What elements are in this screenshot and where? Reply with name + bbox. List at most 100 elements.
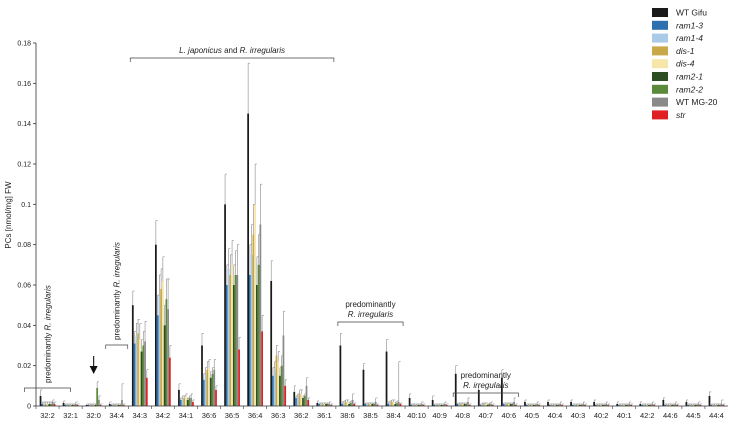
bar — [420, 403, 423, 406]
legend-label: str — [676, 110, 687, 120]
bar — [667, 404, 670, 406]
annotation-vertical: predominantly R. irregularis — [113, 242, 122, 340]
bar — [465, 403, 468, 406]
bar — [305, 385, 308, 406]
bar — [201, 345, 203, 406]
y-tick-label: 0.02 — [17, 363, 31, 370]
bar — [186, 399, 189, 406]
bar — [371, 403, 374, 406]
bar — [672, 404, 675, 406]
x-tick-label: 34:1 — [179, 411, 194, 420]
bar — [578, 404, 581, 406]
bar — [509, 403, 512, 406]
x-axis: 32:2 32:1 32:0 34:4 34:3 34:2 34:1 36:6 36:5 36:4… — [35, 405, 728, 420]
x-tick-label: 44:6 — [663, 411, 678, 420]
bar — [236, 274, 239, 406]
bar — [456, 403, 459, 406]
bar — [483, 403, 485, 406]
bar — [257, 264, 260, 406]
bar — [73, 404, 75, 406]
bracket-40 — [452, 392, 519, 397]
bar — [536, 403, 539, 406]
bar — [160, 289, 162, 406]
x-tick-label: 36:1 — [317, 411, 332, 420]
bar — [270, 280, 273, 406]
bar — [625, 404, 627, 406]
bar — [353, 403, 356, 406]
bar — [293, 391, 296, 406]
bar — [415, 404, 418, 406]
bar — [231, 264, 233, 406]
bar — [685, 401, 688, 406]
annotation-vertical-plain: predominantly — [44, 331, 53, 383]
bar — [135, 335, 138, 406]
bar — [600, 404, 603, 406]
annotation-conjunction: and — [222, 46, 240, 55]
bar — [484, 403, 487, 406]
bar — [179, 399, 182, 406]
bar — [532, 404, 535, 406]
bar — [438, 404, 441, 406]
bar — [238, 349, 240, 406]
bar — [43, 403, 45, 406]
bar — [720, 403, 723, 406]
bar — [649, 404, 652, 406]
bar — [108, 403, 111, 406]
annotation-species-1: L. japonicus — [179, 46, 222, 55]
bar — [595, 404, 597, 406]
bar — [211, 373, 214, 406]
x-tick-label: 32:1 — [63, 411, 78, 420]
bar — [602, 404, 604, 406]
bar — [461, 403, 464, 406]
bar — [89, 404, 92, 406]
bar — [481, 403, 484, 406]
bar — [110, 404, 113, 406]
bar — [215, 389, 217, 406]
bar — [367, 403, 370, 406]
bar — [642, 404, 645, 406]
legend-swatch — [652, 97, 668, 107]
annotation-main-label: L. japonicus and R. irregularis — [179, 46, 285, 55]
x-tick-label: 40:5 — [525, 411, 540, 420]
annotation-line-2: R. irregularis — [463, 381, 508, 390]
bar — [328, 403, 331, 406]
bar — [206, 369, 209, 406]
x-tick-label: 40:9 — [432, 411, 447, 420]
annotation-line-2: R. irregularis — [348, 310, 393, 319]
bar — [280, 365, 283, 406]
bar — [76, 404, 79, 406]
arrow-head-icon — [89, 366, 98, 374]
bar — [690, 404, 693, 406]
bar — [115, 404, 118, 406]
bar — [99, 404, 102, 406]
bar — [548, 404, 551, 406]
bar — [350, 402, 352, 406]
x-tick-label: 42:2 — [640, 411, 655, 420]
bar — [209, 377, 212, 406]
bar — [64, 404, 67, 406]
legend-swatch — [652, 59, 668, 69]
bar — [710, 404, 713, 406]
bar — [202, 379, 205, 406]
bar — [618, 404, 620, 406]
bar — [580, 404, 583, 406]
bracket-vertical — [24, 387, 71, 392]
bar — [316, 402, 319, 406]
annotation-vertical: predominantly R. irregularis — [44, 285, 53, 383]
bar — [623, 404, 626, 406]
x-tick-label: 40:6 — [502, 411, 517, 420]
legend-swatch — [652, 46, 668, 56]
bar — [408, 397, 411, 406]
bar — [538, 404, 540, 406]
bar — [284, 385, 287, 406]
bar — [385, 351, 388, 406]
bar — [252, 234, 255, 406]
y-tick-label: 0.04 — [17, 323, 31, 330]
bar — [296, 395, 299, 406]
bar — [552, 404, 555, 406]
x-tick-label: 34:2 — [156, 411, 171, 420]
bar — [603, 404, 606, 406]
bar — [188, 397, 191, 406]
bar — [339, 345, 342, 406]
bar — [621, 404, 624, 406]
